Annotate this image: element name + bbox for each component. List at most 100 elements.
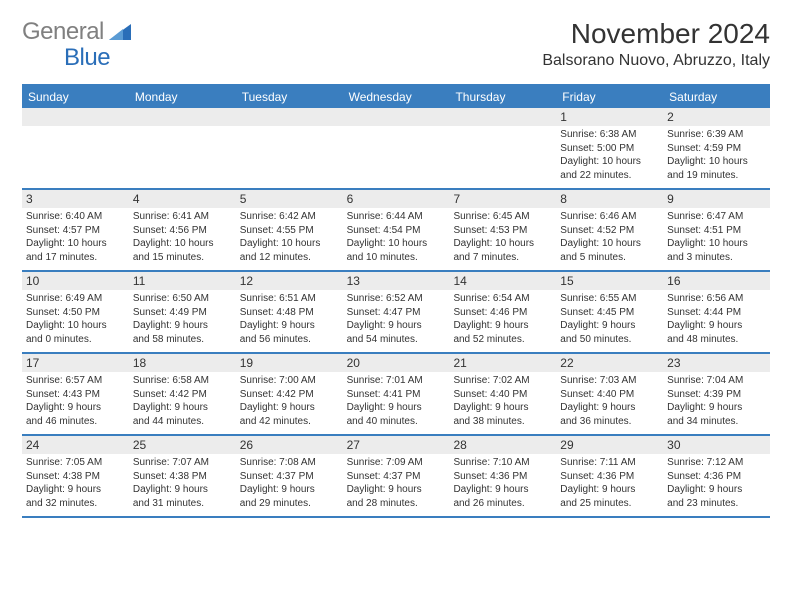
day-day2: and 34 minutes.	[667, 415, 766, 429]
day-sunset: Sunset: 4:39 PM	[667, 388, 766, 402]
day-sunrise: Sunrise: 6:40 AM	[26, 210, 125, 224]
day-cell: 29Sunrise: 7:11 AMSunset: 4:36 PMDayligh…	[556, 436, 663, 516]
day-sunset: Sunset: 4:40 PM	[453, 388, 552, 402]
day-day2: and 36 minutes.	[560, 415, 659, 429]
calendar: Sunday Monday Tuesday Wednesday Thursday…	[22, 84, 770, 518]
week-row: 10Sunrise: 6:49 AMSunset: 4:50 PMDayligh…	[22, 272, 770, 354]
day-day1: Daylight: 10 hours	[347, 237, 446, 251]
day-number: 24	[22, 436, 129, 454]
day-day1: Daylight: 9 hours	[560, 401, 659, 415]
weekday-tue: Tuesday	[236, 86, 343, 108]
day-sunset: Sunset: 4:42 PM	[240, 388, 339, 402]
day-cell: 15Sunrise: 6:55 AMSunset: 4:45 PMDayligh…	[556, 272, 663, 352]
day-cell: 26Sunrise: 7:08 AMSunset: 4:37 PMDayligh…	[236, 436, 343, 516]
day-cell: 14Sunrise: 6:54 AMSunset: 4:46 PMDayligh…	[449, 272, 556, 352]
day-day2: and 48 minutes.	[667, 333, 766, 347]
day-cell: 13Sunrise: 6:52 AMSunset: 4:47 PMDayligh…	[343, 272, 450, 352]
day-day1: Daylight: 9 hours	[133, 483, 232, 497]
logo-text-general: General	[22, 18, 104, 46]
day-day2: and 3 minutes.	[667, 251, 766, 265]
day-cell: 20Sunrise: 7:01 AMSunset: 4:41 PMDayligh…	[343, 354, 450, 434]
day-number: 8	[556, 190, 663, 208]
day-day1: Daylight: 9 hours	[133, 401, 232, 415]
day-number: 6	[343, 190, 450, 208]
day-sunrise: Sunrise: 6:57 AM	[26, 374, 125, 388]
day-cell: 2Sunrise: 6:39 AMSunset: 4:59 PMDaylight…	[663, 108, 770, 188]
empty-day	[129, 108, 236, 188]
weekday-sun: Sunday	[22, 86, 129, 108]
day-day2: and 44 minutes.	[133, 415, 232, 429]
title-block: November 2024 Balsorano Nuovo, Abruzzo, …	[542, 18, 770, 70]
day-sunset: Sunset: 4:46 PM	[453, 306, 552, 320]
day-cell: 9Sunrise: 6:47 AMSunset: 4:51 PMDaylight…	[663, 190, 770, 270]
day-cell: 19Sunrise: 7:00 AMSunset: 4:42 PMDayligh…	[236, 354, 343, 434]
day-sunset: Sunset: 4:52 PM	[560, 224, 659, 238]
day-sunset: Sunset: 4:51 PM	[667, 224, 766, 238]
day-sunrise: Sunrise: 7:02 AM	[453, 374, 552, 388]
day-day2: and 58 minutes.	[133, 333, 232, 347]
day-number: 4	[129, 190, 236, 208]
day-day2: and 15 minutes.	[133, 251, 232, 265]
day-sunset: Sunset: 4:57 PM	[26, 224, 125, 238]
day-sunset: Sunset: 4:38 PM	[133, 470, 232, 484]
weekday-thu: Thursday	[449, 86, 556, 108]
day-day1: Daylight: 10 hours	[240, 237, 339, 251]
day-sunset: Sunset: 4:56 PM	[133, 224, 232, 238]
day-sunrise: Sunrise: 6:58 AM	[133, 374, 232, 388]
day-day1: Daylight: 9 hours	[560, 319, 659, 333]
day-sunrise: Sunrise: 7:01 AM	[347, 374, 446, 388]
day-sunrise: Sunrise: 6:41 AM	[133, 210, 232, 224]
day-number: 30	[663, 436, 770, 454]
day-number: 5	[236, 190, 343, 208]
day-number: 12	[236, 272, 343, 290]
day-day1: Daylight: 9 hours	[560, 483, 659, 497]
day-cell: 3Sunrise: 6:40 AMSunset: 4:57 PMDaylight…	[22, 190, 129, 270]
day-day2: and 31 minutes.	[133, 497, 232, 511]
day-sunrise: Sunrise: 7:05 AM	[26, 456, 125, 470]
day-sunrise: Sunrise: 7:00 AM	[240, 374, 339, 388]
day-day2: and 0 minutes.	[26, 333, 125, 347]
day-day1: Daylight: 10 hours	[453, 237, 552, 251]
day-sunrise: Sunrise: 6:50 AM	[133, 292, 232, 306]
day-sunrise: Sunrise: 7:04 AM	[667, 374, 766, 388]
day-sunrise: Sunrise: 6:52 AM	[347, 292, 446, 306]
day-cell: 17Sunrise: 6:57 AMSunset: 4:43 PMDayligh…	[22, 354, 129, 434]
day-sunrise: Sunrise: 7:08 AM	[240, 456, 339, 470]
day-number: 20	[343, 354, 450, 372]
day-sunset: Sunset: 4:44 PM	[667, 306, 766, 320]
day-sunset: Sunset: 4:54 PM	[347, 224, 446, 238]
day-number: 23	[663, 354, 770, 372]
day-sunset: Sunset: 4:36 PM	[453, 470, 552, 484]
day-sunrise: Sunrise: 6:54 AM	[453, 292, 552, 306]
weeks-container: 1Sunrise: 6:38 AMSunset: 5:00 PMDaylight…	[22, 108, 770, 518]
weekday-header: Sunday Monday Tuesday Wednesday Thursday…	[22, 86, 770, 108]
day-sunset: Sunset: 4:49 PM	[133, 306, 232, 320]
day-day2: and 25 minutes.	[560, 497, 659, 511]
day-day2: and 22 minutes.	[560, 169, 659, 183]
day-sunset: Sunset: 4:42 PM	[133, 388, 232, 402]
weekday-sat: Saturday	[663, 86, 770, 108]
day-number: 21	[449, 354, 556, 372]
day-number: 14	[449, 272, 556, 290]
day-cell: 16Sunrise: 6:56 AMSunset: 4:44 PMDayligh…	[663, 272, 770, 352]
day-day1: Daylight: 9 hours	[240, 401, 339, 415]
day-sunrise: Sunrise: 7:07 AM	[133, 456, 232, 470]
day-cell: 6Sunrise: 6:44 AMSunset: 4:54 PMDaylight…	[343, 190, 450, 270]
day-sunset: Sunset: 4:36 PM	[560, 470, 659, 484]
day-cell: 10Sunrise: 6:49 AMSunset: 4:50 PMDayligh…	[22, 272, 129, 352]
empty-day	[449, 108, 556, 188]
day-cell: 12Sunrise: 6:51 AMSunset: 4:48 PMDayligh…	[236, 272, 343, 352]
week-row: 3Sunrise: 6:40 AMSunset: 4:57 PMDaylight…	[22, 190, 770, 272]
day-day2: and 52 minutes.	[453, 333, 552, 347]
day-cell: 18Sunrise: 6:58 AMSunset: 4:42 PMDayligh…	[129, 354, 236, 434]
day-day1: Daylight: 9 hours	[240, 319, 339, 333]
day-number: 1	[556, 108, 663, 126]
day-day2: and 40 minutes.	[347, 415, 446, 429]
day-day2: and 10 minutes.	[347, 251, 446, 265]
week-row: 1Sunrise: 6:38 AMSunset: 5:00 PMDaylight…	[22, 108, 770, 190]
empty-day	[236, 108, 343, 188]
day-sunrise: Sunrise: 6:51 AM	[240, 292, 339, 306]
day-sunrise: Sunrise: 6:42 AM	[240, 210, 339, 224]
day-number: 11	[129, 272, 236, 290]
day-day2: and 17 minutes.	[26, 251, 125, 265]
